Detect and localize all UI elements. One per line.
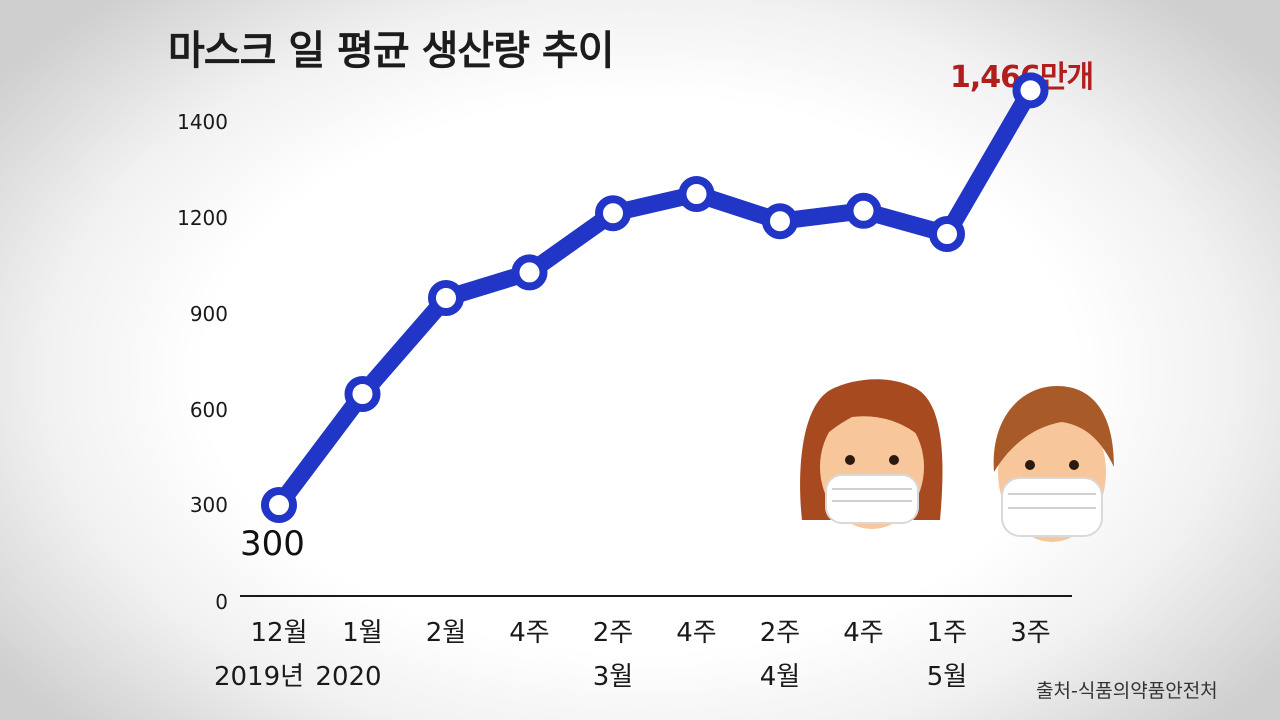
- data-point: [428, 280, 464, 316]
- x-tick-label: 1월: [342, 618, 382, 648]
- data-point: [845, 192, 882, 229]
- x-tick-label: 4주: [676, 618, 716, 648]
- data-point: [762, 203, 798, 240]
- x-tick-label: 3주: [1010, 618, 1050, 648]
- data-points: [261, 72, 1049, 523]
- x-tick-label: 1주: [927, 618, 967, 648]
- y-tick-label: 600: [190, 398, 228, 422]
- man-mask-illustration: [993, 386, 1114, 542]
- series-line: [270, 81, 1039, 514]
- x-tick-label: 2주: [593, 618, 633, 648]
- x-sub-label: 5월: [927, 662, 967, 692]
- data-point: [344, 376, 381, 412]
- x-tick-label: 2주: [760, 618, 800, 648]
- x-tick-label: 12월: [250, 618, 307, 648]
- y-tick-label: 300: [190, 493, 228, 517]
- data-point: [929, 216, 965, 252]
- data-point: [511, 254, 548, 291]
- chart-title: 마스크 일 평균 생산량 추이: [168, 28, 615, 74]
- y-tick-label: 0: [215, 590, 228, 614]
- data-point: [678, 176, 715, 212]
- data-point: [1012, 72, 1049, 109]
- data-point: [261, 487, 297, 523]
- x-sub-label: 3월: [593, 662, 633, 692]
- x-axis: 12월 2019년 1월 2020 2월 4주 2주 3월 4주 2주 4월 4주 1주 5월 3주: [214, 618, 1051, 692]
- y-tick-label: 1200: [177, 206, 228, 230]
- x-tick-label: 4주: [509, 618, 549, 648]
- x-tick-label: 4주: [843, 618, 883, 648]
- source-credit: 출처-식품의약품안전처: [1036, 680, 1218, 702]
- woman-mask-illustration: [800, 379, 943, 529]
- x-tick-label: 2월: [426, 618, 466, 648]
- y-tick-label: 1400: [177, 110, 228, 134]
- data-point: [595, 195, 631, 232]
- x-sub-label: 2019년: [214, 662, 304, 692]
- x-sub-label: 2020: [315, 662, 381, 692]
- y-tick-label: 900: [190, 302, 228, 326]
- x-sub-label: 4월: [760, 662, 800, 692]
- start-value-label: 300: [240, 524, 305, 564]
- y-axis: 0 300 600 900 1200 1400: [177, 110, 228, 614]
